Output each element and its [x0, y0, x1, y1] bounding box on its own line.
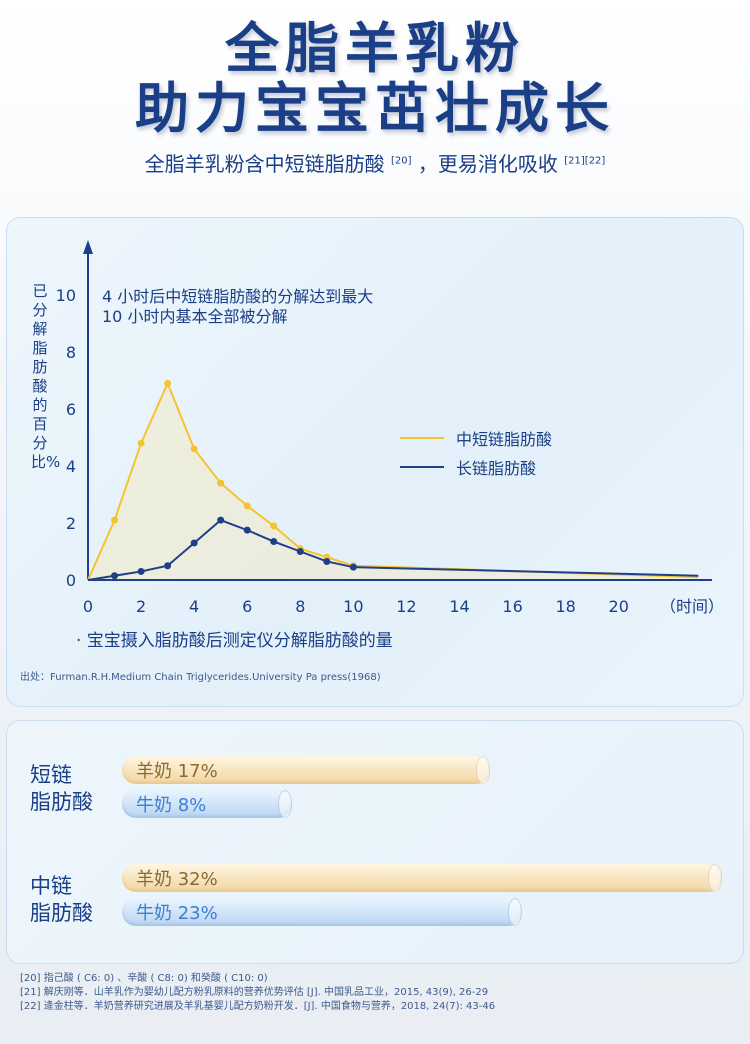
- bar-medium-goat: 羊奶 32%: [122, 864, 722, 892]
- legend-swatch-lct: [400, 466, 444, 468]
- bar-short-cow: 牛奶 8%: [122, 790, 292, 818]
- data-point-mct: [217, 479, 225, 487]
- subtitle-ref-2: [21][22]: [564, 155, 606, 167]
- data-point-lct: [190, 539, 198, 547]
- x-tick-label: 14: [449, 597, 469, 616]
- x-tick-label: 10: [343, 597, 363, 616]
- y-tick-label: 10: [56, 286, 76, 305]
- data-point-lct: [217, 516, 225, 524]
- subtitle-main: 全脂羊乳粉含中短链脂肪酸: [144, 152, 385, 176]
- bar-label: 羊奶 32%: [136, 869, 218, 890]
- x-tick-label: 18: [555, 597, 575, 616]
- data-point-mct: [137, 439, 145, 447]
- page-subtitle: 全脂羊乳粉含中短链脂肪酸 [20] ，更易消化吸收 [21][22]: [0, 148, 750, 177]
- y-axis-arrow: [83, 240, 93, 254]
- legend-label-mct: 中短链脂肪酸: [456, 430, 553, 449]
- x-tick-label: 4: [189, 597, 199, 616]
- subtitle-ref-1: [20]: [391, 155, 412, 167]
- bar-short-goat: 羊奶 17%: [122, 756, 490, 784]
- page-title-line1: 全脂羊乳粉: [225, 17, 525, 80]
- reference-item: [21] 解庆刚等．山羊乳作为婴幼儿配方粉乳原料的营养优势评估 [J]. 中国乳…: [20, 987, 489, 998]
- x-tick-label: 12: [396, 597, 416, 616]
- y-tick-label: 6: [66, 400, 76, 419]
- data-point-lct: [111, 572, 119, 580]
- subtitle-mid: ，更易消化吸收: [417, 152, 558, 176]
- chart-note: · 宝宝摄入脂肪酸后测定仪分解脂肪酸的量: [76, 631, 393, 651]
- series-line-mct: [87, 380, 699, 581]
- legend-label-lct: 长链脂肪酸: [456, 459, 537, 478]
- bar-medium-cow: 牛奶 23%: [122, 898, 522, 926]
- x-tick-label: 16: [502, 597, 522, 616]
- chart-annotation-2: 10 小时内基本全部被分解: [102, 307, 288, 326]
- bar-label: 羊奶 17%: [136, 761, 218, 782]
- line-chart: 0 2 4 6 8 10 12 14 16 18 20 （时间） 0 2 4 6 8 10: [56, 240, 724, 616]
- legend-item-lct: 长链脂肪酸: [400, 457, 537, 478]
- references: [20] 指己酸 ( C6: 0) 、辛酸 ( C8: 0) 和癸酸 ( C10…: [20, 972, 495, 1014]
- group-label-short: 短链 脂肪酸: [30, 763, 93, 814]
- x-tick-label: 8: [295, 597, 305, 616]
- x-tick-label: 6: [242, 597, 252, 616]
- bar-cap: [708, 864, 722, 892]
- data-point-mct: [190, 445, 198, 453]
- x-tick-label: 0: [83, 597, 93, 616]
- reference-item: [22] 逄金柱等．羊奶营养研究进展及羊乳基婴儿配方奶粉开发．[J]. 中国食物…: [20, 1001, 496, 1012]
- y-tick-label: 0: [66, 571, 76, 590]
- x-tick-label: 20: [609, 597, 629, 616]
- legend-swatch-mct: [400, 437, 444, 439]
- group-label-medium: 中链 脂肪酸: [30, 874, 93, 925]
- data-point-lct: [137, 567, 145, 575]
- chart-annotation-1: 4 小时后中短链脂肪酸的分解达到最大: [102, 287, 374, 306]
- data-point-mct: [243, 502, 251, 510]
- bar-label: 牛奶 8%: [136, 795, 207, 816]
- data-point-lct: [243, 526, 251, 534]
- x-tick-label: 2: [136, 597, 146, 616]
- data-point-lct: [296, 548, 304, 555]
- y-tick-label: 2: [66, 514, 76, 533]
- data-point-mct: [111, 516, 119, 524]
- reference-item: [20] 指己酸 ( C6: 0) 、辛酸 ( C8: 0) 和癸酸 ( C10…: [20, 973, 268, 984]
- data-point-lct: [164, 562, 172, 570]
- y-tick-label: 4: [66, 457, 76, 476]
- data-point-mct: [164, 379, 172, 387]
- bar-cap: [278, 790, 292, 818]
- bar-label: 牛奶 23%: [136, 903, 218, 924]
- chart-source: 出处：Furman.R.H.Medium Chain Triglycerides…: [20, 672, 381, 683]
- data-point-lct: [270, 538, 278, 546]
- data-point-lct: [349, 563, 357, 571]
- legend-item-mct: 中短链脂肪酸: [400, 428, 553, 449]
- page-title-line2: 助力宝宝茁壮成长: [135, 77, 615, 140]
- chart-card: [6, 217, 744, 707]
- data-point-mct: [270, 522, 278, 530]
- data-point-lct: [323, 557, 331, 565]
- y-axis-label: 已分解脂肪酸的百分比%: [31, 282, 61, 471]
- y-tick-label: 8: [66, 343, 76, 362]
- x-axis-label: （时间）: [660, 597, 724, 616]
- area-fill-mct: [88, 383, 699, 580]
- bar-cap: [476, 756, 490, 784]
- bar-cap: [508, 898, 522, 926]
- series-line-lct: [87, 519, 699, 581]
